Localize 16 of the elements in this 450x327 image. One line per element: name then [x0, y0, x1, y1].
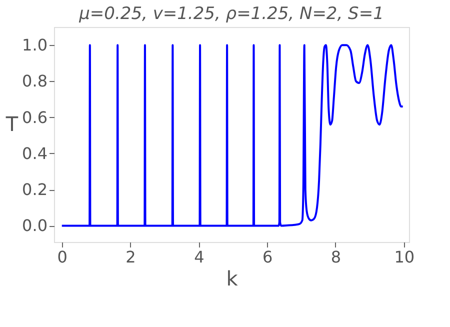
y-tick-label: 0.2 — [22, 180, 48, 200]
y-tick-label: 1.0 — [22, 36, 48, 55]
x-tick-label: 4 — [194, 248, 204, 266]
y-axis-title: T — [4, 112, 19, 136]
line-series — [60, 44, 404, 227]
y-tick-label: 0.4 — [22, 144, 48, 163]
x-axis-title: k — [226, 266, 238, 290]
x-tick-label: 2 — [126, 248, 136, 266]
y-tick-label: 0.8 — [22, 72, 48, 91]
chart-title: μ=0.25, v=1.25, ρ=1.25, N=2, S=1 — [78, 4, 384, 24]
x-tick-label: 6 — [262, 248, 273, 266]
x-tick-label: 8 — [330, 248, 342, 266]
x-tick-label: 10 — [394, 248, 415, 266]
y-tick-label: 0.6 — [22, 108, 48, 127]
y-tick-label: 0.0 — [22, 216, 48, 236]
x-tick-label: 0 — [57, 248, 68, 266]
